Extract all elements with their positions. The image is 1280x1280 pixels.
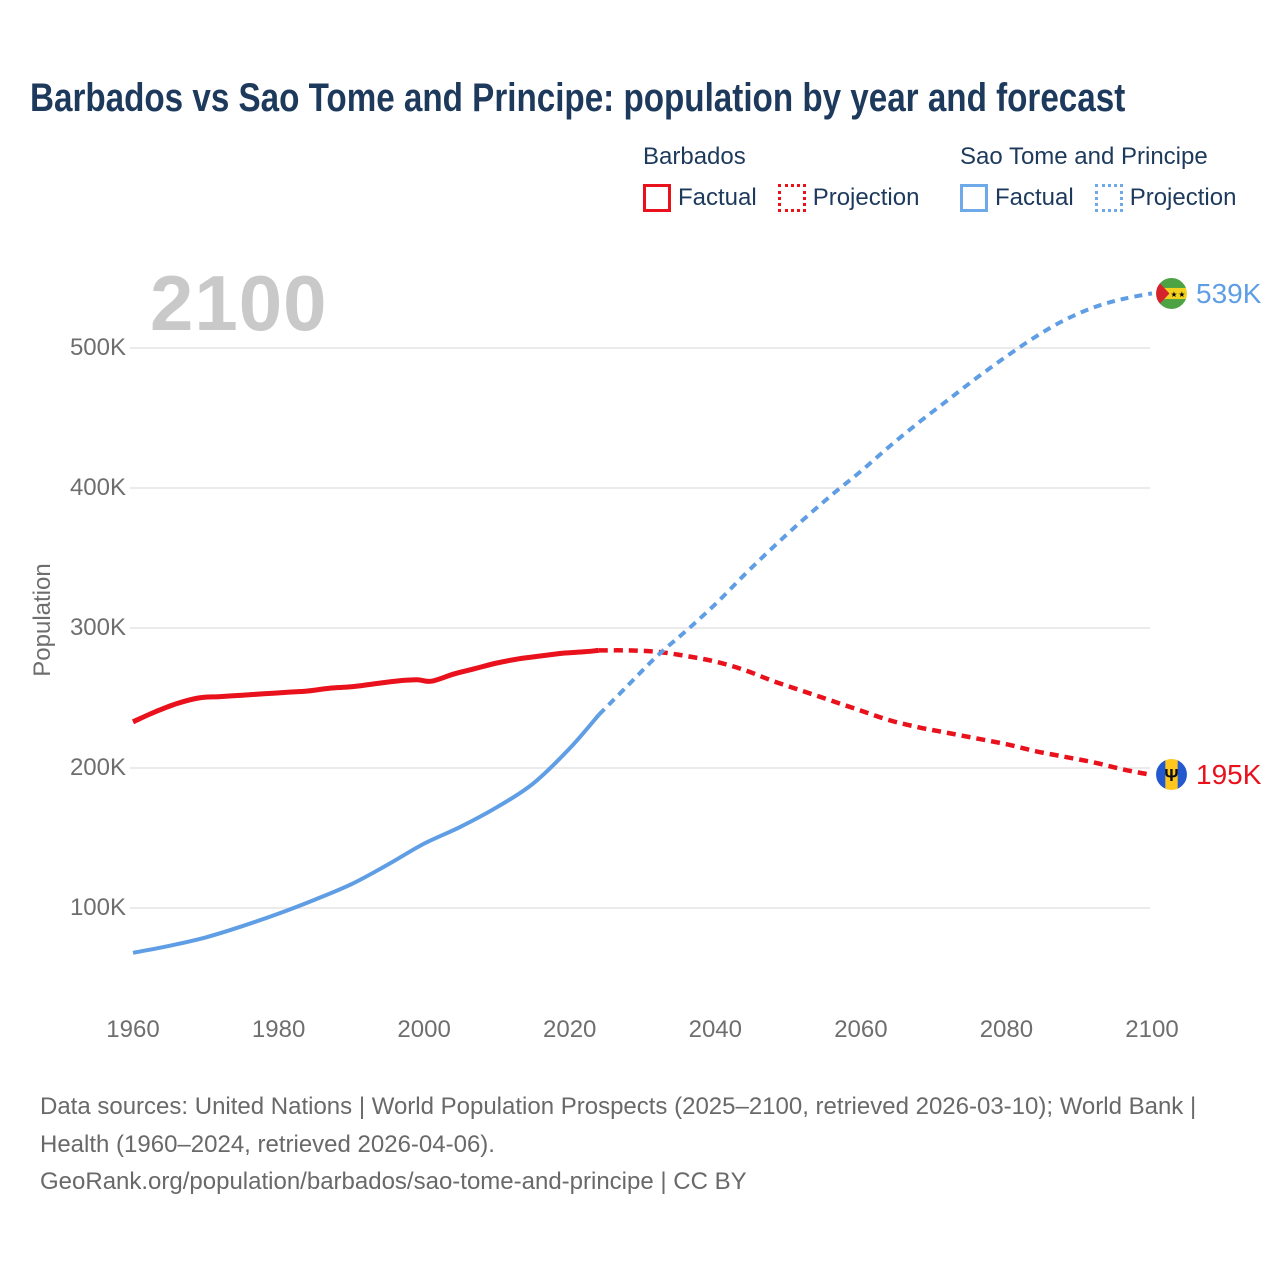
barbados-flag-icon: Ψ xyxy=(1154,757,1189,792)
end-value-sao-tome: 539K xyxy=(1196,277,1262,309)
page-title: Barbados vs Sao Tome and Principe: popul… xyxy=(30,76,1126,120)
series-line xyxy=(597,291,1153,717)
series-line xyxy=(131,647,600,725)
legend-swatch-sao-tome-factual[interactable] xyxy=(960,184,988,212)
y-tick-label: 400K xyxy=(69,474,126,501)
series-line xyxy=(598,648,1153,778)
y-tick-label: 100K xyxy=(69,894,126,921)
y-tick-label: 200K xyxy=(69,754,126,781)
watermark-year: 2100 xyxy=(150,259,328,347)
legend-group-sao-tome: Sao Tome and Principe Factual Projection xyxy=(960,143,1257,212)
legend-row-barbados: Factual Projection xyxy=(643,184,940,212)
x-tick-label: 2080 xyxy=(979,1016,1034,1043)
legend-label-sao-tome-factual[interactable]: Factual xyxy=(995,184,1074,211)
data-sources-line: Data sources: United Nations | World Pop… xyxy=(40,1093,1197,1158)
legend-group-title-barbados: Barbados xyxy=(643,143,746,170)
sao-tome-and-principe-flag-icon: ★★ xyxy=(1154,276,1189,311)
x-tick-label: 2040 xyxy=(688,1016,742,1043)
end-value-barbados: 195K xyxy=(1196,758,1262,790)
georank-attribution: GeoRank.org/population/barbados/sao-tome… xyxy=(40,1168,747,1195)
legend-swatch-barbados-factual[interactable] xyxy=(643,184,671,212)
legend-label-barbados-projection[interactable]: Projection xyxy=(812,184,920,211)
svg-text:★★: ★★ xyxy=(1170,290,1186,299)
series-line xyxy=(132,713,601,955)
legend-group-title-sao-tome: Sao Tome and Principe xyxy=(960,143,1208,170)
x-tick-label: 1960 xyxy=(106,1016,160,1043)
y-tick-label: 300K xyxy=(69,614,126,641)
data-sources: Data sources: United Nations | World Pop… xyxy=(40,1088,1245,1201)
legend-group-barbados: Barbados Factual Projection xyxy=(643,143,940,212)
legend-label-sao-tome-projection[interactable]: Projection xyxy=(1129,184,1237,211)
legend-row-sao-tome: Factual Projection xyxy=(960,184,1257,212)
legend-swatch-barbados-projection[interactable] xyxy=(777,184,806,212)
x-tick-label: 2100 xyxy=(1125,1016,1179,1043)
svg-text:Ψ: Ψ xyxy=(1164,765,1178,785)
x-tick-label: 2020 xyxy=(542,1016,597,1043)
legend-swatch-sao-tome-projection[interactable] xyxy=(1094,184,1123,212)
legend-label-barbados-factual[interactable]: Factual xyxy=(678,184,757,211)
end-label-barbados: Ψ 195K xyxy=(1154,757,1261,792)
y-tick-label: 500K xyxy=(69,334,126,361)
end-label-sao-tome: ★★ 539K xyxy=(1154,276,1261,311)
x-tick-label: 2060 xyxy=(834,1016,888,1043)
x-tick-label: 2000 xyxy=(397,1016,451,1043)
x-tick-label: 1980 xyxy=(251,1016,306,1043)
